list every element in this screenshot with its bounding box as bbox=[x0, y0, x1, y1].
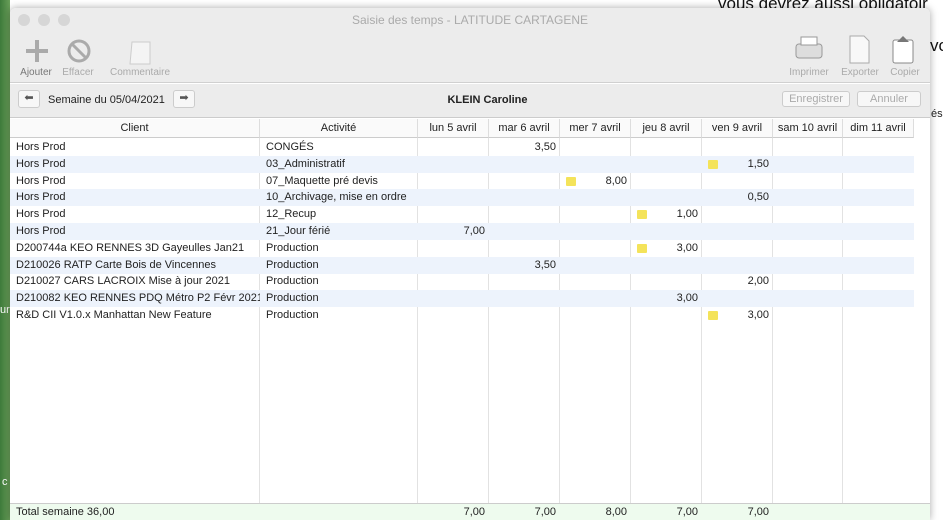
column-header[interactable]: mar 6 avril bbox=[489, 119, 560, 138]
person-name: KLEIN Caroline bbox=[447, 94, 528, 106]
column-divider bbox=[488, 138, 489, 503]
comment-note bbox=[708, 311, 718, 320]
hours-cell[interactable]: 3,00 bbox=[676, 241, 698, 254]
activity-cell: 10_Archivage, mise en ordre bbox=[266, 191, 407, 204]
table-row[interactable]: Hors Prod 03_Administratif 1,50 bbox=[10, 155, 914, 173]
cancel-button[interactable]: Annuler bbox=[857, 91, 921, 107]
hours-cell[interactable]: 8,00 bbox=[605, 174, 627, 187]
previous-week-button[interactable]: ⬅ bbox=[18, 90, 40, 108]
close-button[interactable] bbox=[18, 14, 30, 26]
client-cell: Hors Prod bbox=[16, 208, 66, 221]
background-text: ur bbox=[0, 304, 10, 316]
week-bar: ⬅ Semaine du 05/04/2021 ➡ KLEIN Caroline… bbox=[10, 84, 930, 118]
table-row[interactable]: Hors Prod CONGÉS 3,50 bbox=[10, 139, 914, 156]
column-header[interactable]: sam 10 avril bbox=[773, 119, 843, 138]
column-divider bbox=[842, 138, 843, 503]
client-cell: Hors Prod bbox=[16, 191, 66, 204]
comment-note bbox=[637, 210, 647, 220]
background-text: és bbox=[931, 108, 943, 120]
client-cell: D210082 KEO RENNES PDQ Métro P2 Févr 202… bbox=[16, 292, 260, 305]
column-header[interactable]: lun 5 avril bbox=[418, 119, 489, 138]
activity-cell: Production bbox=[266, 241, 319, 254]
hours-cell[interactable]: 2,00 bbox=[747, 275, 769, 288]
next-week-button[interactable]: ➡ bbox=[173, 90, 195, 108]
activity-cell: 21_Jour férié bbox=[266, 225, 331, 237]
column-header[interactable]: ven 9 avril bbox=[702, 119, 773, 138]
toolbar: Saisie des temps - LATITUDE CARTAGENE Aj… bbox=[10, 8, 930, 83]
background-text: c bbox=[2, 476, 8, 488]
column-divider bbox=[417, 138, 418, 503]
table-row[interactable]: Hors Prod 12_Recup 1,00 bbox=[10, 206, 914, 223]
toolbar-button[interactable]: Ajouter bbox=[20, 67, 52, 78]
client-cell: Hors Prod bbox=[16, 141, 66, 153]
zoom-button[interactable] bbox=[58, 14, 70, 26]
comment-note bbox=[637, 243, 647, 253]
table-row[interactable]: R&D CII V1.0.x Manhattan New Feature Prod… bbox=[10, 307, 914, 324]
activity-cell: CONGÉS bbox=[266, 141, 314, 153]
background-text: vo bbox=[930, 36, 943, 55]
hours-cell[interactable]: 3,00 bbox=[747, 309, 769, 321]
column-header[interactable]: dim 11 avril bbox=[843, 119, 914, 138]
column-divider bbox=[559, 138, 560, 503]
toolbar-button[interactable]: Commentaire bbox=[109, 67, 171, 78]
column-header[interactable]: Client bbox=[10, 119, 260, 138]
toolbar-icons bbox=[26, 39, 151, 65]
save-button[interactable]: Enregistrer bbox=[782, 91, 850, 107]
toolbar-button[interactable]: Effacer bbox=[62, 67, 94, 78]
client-cell: R&D CII V1.0.x Manhattan New Feature bbox=[16, 309, 212, 321]
week-label: Semaine du 05/04/2021 bbox=[48, 94, 165, 106]
total-cell: 7,00 bbox=[747, 506, 769, 518]
activity-cell: Production bbox=[266, 292, 319, 305]
toolbar-button[interactable]: Imprimer bbox=[789, 67, 829, 78]
client-cell: Hors Prod bbox=[16, 157, 66, 170]
column-header[interactable]: Activité bbox=[260, 119, 418, 138]
activity-cell: Production bbox=[266, 309, 319, 321]
hours-cell[interactable]: 1,00 bbox=[676, 208, 698, 221]
total-row: Total semaine 36,00 7,00 7,00 8,00 7,00 7,00 bbox=[10, 503, 930, 520]
comment-note bbox=[708, 159, 718, 169]
hours-cell[interactable]: 3,50 bbox=[534, 258, 556, 271]
total-cell: 8,00 bbox=[605, 506, 627, 518]
client-cell: D200744a KEO RENNES 3D Gayeulles Jan21 bbox=[16, 241, 245, 254]
client-cell: Hors Prod bbox=[16, 174, 66, 187]
table-row[interactable]: Hors Prod 21_Jour férié 7,00 bbox=[10, 223, 914, 240]
client-cell: Hors Prod bbox=[16, 225, 66, 237]
column-divider bbox=[630, 138, 631, 503]
activity-cell: 12_Recup bbox=[266, 208, 317, 221]
hours-cell[interactable]: 3,50 bbox=[534, 141, 556, 153]
activity-cell: 03_Administratif bbox=[266, 157, 345, 170]
column-divider bbox=[772, 138, 773, 503]
window: Saisie des temps - LATITUDE CARTAGENE Aj… bbox=[10, 8, 930, 520]
table-row[interactable]: Hors Prod 07_Maquette pré devis 8,00 bbox=[10, 173, 914, 190]
column-divider bbox=[701, 138, 702, 503]
total-cell: 7,00 bbox=[463, 506, 485, 518]
toolbar-button[interactable]: Copier bbox=[890, 67, 920, 78]
table-row[interactable]: D210027 CARS LACROIX Mise à jour 2021 Pro… bbox=[10, 273, 914, 290]
total-cell: 7,00 bbox=[534, 506, 556, 518]
comment-note bbox=[566, 176, 576, 186]
activity-cell: Production bbox=[266, 275, 319, 288]
toolbar-button[interactable]: Exporter bbox=[841, 67, 879, 78]
window-title: Saisie des temps - LATITUDE CARTAGENE bbox=[351, 13, 589, 27]
hours-cell[interactable]: 1,50 bbox=[747, 157, 769, 170]
column-header[interactable]: mer 7 avril bbox=[560, 119, 631, 138]
hours-cell[interactable]: 7,00 bbox=[463, 225, 485, 237]
total-label: Total semaine 36,00 bbox=[16, 506, 115, 518]
hours-cell[interactable]: 3,00 bbox=[676, 292, 698, 305]
total-cell: 7,00 bbox=[676, 506, 698, 518]
client-cell: D210026 RATP Carte Bois de Vincennes bbox=[16, 258, 216, 271]
table-row[interactable]: D210026 RATP Carte Bois de Vincennes Prod… bbox=[10, 256, 914, 274]
activity-cell: 07_Maquette pré devis bbox=[266, 174, 378, 187]
column-divider bbox=[259, 138, 260, 503]
hours-cell[interactable]: 0,50 bbox=[747, 191, 769, 204]
table-row[interactable]: D200744a KEO RENNES 3D Gayeulles Jan21 Pr… bbox=[10, 240, 914, 257]
table-row[interactable]: D210082 KEO RENNES PDQ Métro P2 Févr 202… bbox=[10, 290, 914, 308]
activity-cell: Production bbox=[266, 258, 319, 271]
column-header[interactable]: jeu 8 avril bbox=[631, 119, 702, 138]
client-cell: D210027 CARS LACROIX Mise à jour 2021 bbox=[16, 275, 230, 288]
table-row[interactable]: Hors Prod 10_Archivage, mise en ordre 0,50 bbox=[10, 189, 914, 207]
toolbar-icons bbox=[795, 35, 914, 64]
minimize-button[interactable] bbox=[38, 14, 50, 26]
